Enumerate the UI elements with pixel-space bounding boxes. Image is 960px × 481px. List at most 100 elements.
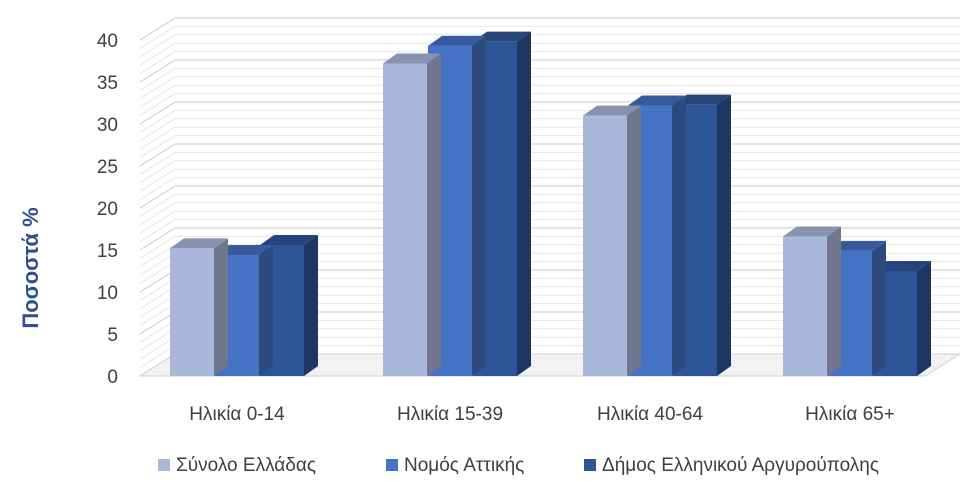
gridline-side (139, 235, 176, 259)
bar-side (472, 35, 486, 376)
bar-top (383, 53, 441, 64)
legend-label: Νομός Αττικής (404, 455, 524, 476)
bar (583, 105, 641, 376)
y-tick-label: 0 (107, 367, 118, 388)
bar-top (215, 245, 273, 256)
gridline-side (139, 93, 176, 117)
gridline-side (139, 227, 176, 251)
legend-entry: Σύνολο Ελλάδας (158, 455, 316, 476)
bar-top (170, 238, 228, 249)
bar (383, 53, 441, 377)
gridline-side (139, 261, 176, 285)
legend-swatch (386, 459, 398, 471)
gridline-side (139, 177, 176, 201)
bar-side (627, 105, 641, 376)
gridline-side (139, 59, 176, 83)
legend-entry: Νομός Αττικής (386, 455, 524, 476)
bar-front (383, 63, 427, 377)
gridline-side (139, 143, 176, 167)
gridline-side (139, 210, 176, 234)
gridline-side (139, 345, 176, 369)
bar-front (170, 248, 214, 376)
gridline-side (139, 168, 176, 192)
bar-side (259, 245, 273, 376)
bar-top (783, 226, 841, 237)
y-axis: 0 5 10 15 20 25 30 35 40 (97, 31, 118, 388)
gridline-side (139, 193, 176, 217)
bar-top (628, 95, 686, 106)
gridline-side (139, 118, 176, 142)
bar-top (260, 234, 318, 245)
gridline-side (139, 269, 176, 293)
gridline-side (139, 328, 176, 352)
legend-swatch (584, 459, 596, 471)
legend-label: Δήμος Ελληνικού Αργυρούπολης (602, 455, 879, 476)
bar-front (583, 115, 627, 376)
bar-front (783, 236, 827, 376)
y-axis-label: Ποσοστά % (18, 207, 43, 328)
y-tick-label: 20 (97, 199, 118, 220)
x-tick-label: Ηλικία 65+ (805, 404, 895, 425)
gridline-side (139, 252, 176, 276)
gridline-side (139, 219, 176, 243)
gridline-side (139, 286, 176, 310)
y-tick-label: 35 (97, 73, 118, 94)
gridline-side (139, 244, 176, 268)
bar (783, 226, 841, 376)
gridline-side (139, 336, 176, 360)
gridline-side (139, 76, 176, 100)
y-tick-label: 15 (97, 241, 118, 262)
bar-side (827, 226, 841, 376)
bar-side (427, 53, 441, 377)
bars (170, 31, 931, 377)
bar-side (872, 240, 886, 376)
gridline-side (139, 202, 176, 226)
x-axis: Ηλικία 0-14 Ηλικία 15-39 Ηλικία 40-64 Ηλικί… (189, 404, 895, 425)
bar-top (673, 94, 731, 105)
gridline-side (139, 17, 176, 41)
y-tick-label: 30 (97, 115, 118, 136)
gridline-side (139, 25, 176, 49)
bar-side (214, 238, 228, 376)
bar (170, 238, 228, 376)
gridline-side (139, 42, 176, 66)
gridline-side (139, 84, 176, 108)
legend-label: Σύνολο Ελλάδας (176, 455, 316, 476)
gridline-side (139, 135, 176, 159)
y-tick-label: 25 (97, 157, 118, 178)
bar-top (873, 261, 931, 271)
bar-side (304, 234, 318, 376)
gridline-side (139, 311, 176, 335)
gridline-side (139, 51, 176, 75)
gridline-side (139, 126, 176, 150)
bar-side (672, 95, 686, 377)
legend-entry: Δήμος Ελληνικού Αργυρούπολης (584, 455, 879, 476)
bar-top (828, 240, 886, 251)
gridline-side (139, 277, 176, 301)
x-tick-label: Ηλικία 15-39 (397, 404, 503, 425)
gridline-side (139, 303, 176, 327)
bar-side (517, 31, 531, 377)
gridline-side (139, 185, 176, 209)
legend: Σύνολο Ελλάδας Νομός Αττικής Δήμος Ελληνικ… (158, 455, 879, 476)
bar-top (428, 35, 486, 46)
gridline-side (139, 151, 176, 175)
legend-swatch (158, 459, 170, 471)
y-tick-label: 10 (97, 283, 118, 304)
gridline-side (139, 101, 176, 125)
x-tick-label: Ηλικία 40-64 (597, 404, 703, 425)
gridline-side (139, 160, 176, 184)
gridline-side (139, 67, 176, 91)
bar-side (717, 94, 731, 377)
gridline-side (139, 319, 176, 343)
gridline-side (139, 34, 176, 58)
bar-side (917, 261, 931, 376)
y-tick-label: 40 (97, 31, 118, 52)
gridline-side (139, 294, 176, 318)
gridline-side (139, 109, 176, 133)
x-tick-label: Ηλικία 0-14 (189, 404, 285, 425)
bar-top (583, 105, 641, 116)
y-tick-label: 5 (107, 325, 118, 346)
